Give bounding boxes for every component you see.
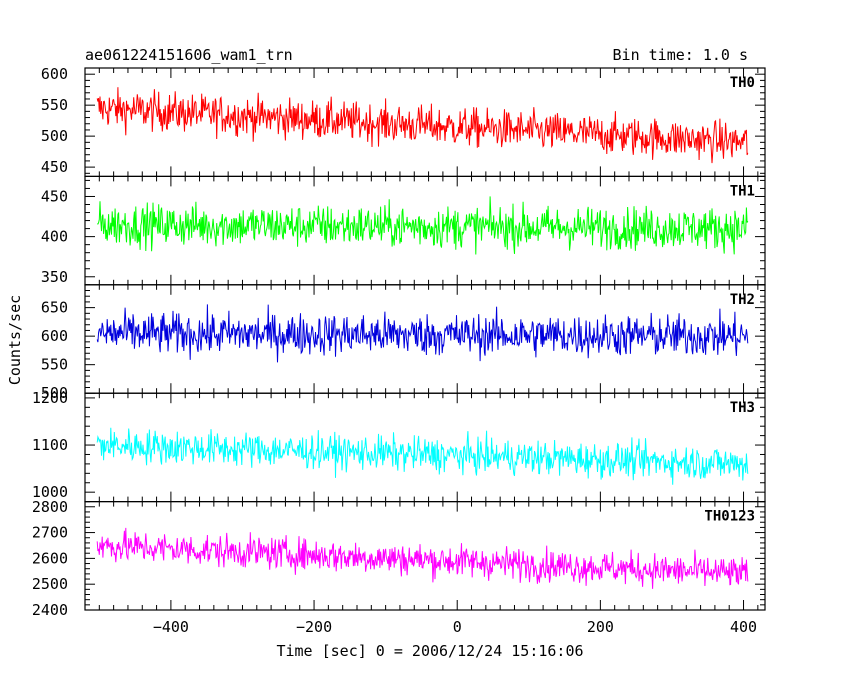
panel-th2: TH2 500 550 600 650 <box>41 284 766 402</box>
panel-label: TH0123 <box>704 509 755 525</box>
x-tick-label: 0 <box>453 618 462 636</box>
y-tick-label: 2700 <box>32 524 68 542</box>
y-tick-label: 550 <box>41 96 68 114</box>
y-tick-label: 500 <box>41 384 68 402</box>
panels-group: TH0 450 500 550 600 TH1 350 400 450 TH2 500 550 600 6… <box>32 65 766 619</box>
panel-th0123: TH0123 2400 2500 2600 2700 2800 <box>32 498 766 619</box>
panel-th3: TH3 1000 1100 1200 <box>32 389 766 503</box>
x-tick-label: −200 <box>296 618 332 636</box>
x-axis: −400 −200 0 200 400 <box>153 618 757 636</box>
x-tick-label: 200 <box>587 618 614 636</box>
y-tick-label: 600 <box>41 327 68 345</box>
y-tick-label: 2600 <box>32 549 68 567</box>
y-tick-label: 1000 <box>32 483 68 501</box>
y-tick-label: 1100 <box>32 436 68 454</box>
series-th2 <box>96 304 749 363</box>
series-th1 <box>97 196 749 255</box>
y-tick-label: 650 <box>41 299 68 317</box>
y-tick-label: 550 <box>41 356 68 374</box>
panel-frame <box>84 501 766 611</box>
x-tick-label: −400 <box>153 618 189 636</box>
bin-time-label: Bin time: 1.0 s <box>613 46 748 64</box>
panel-label: TH2 <box>730 292 755 308</box>
panel-th1: TH1 350 400 450 <box>41 175 766 286</box>
y-axis-label: Counts/sec <box>6 295 24 385</box>
x-tick-label: 400 <box>730 618 757 636</box>
series-th0123 <box>96 527 749 589</box>
y-tick-label: 2800 <box>32 498 68 516</box>
panel-label: TH1 <box>730 183 755 199</box>
y-tick-label: 350 <box>41 268 68 286</box>
y-tick-label: 450 <box>41 158 68 176</box>
series-th3 <box>96 427 749 485</box>
y-tick-label: 450 <box>41 187 68 205</box>
y-tick-label: 600 <box>41 65 68 83</box>
panel-label: TH3 <box>730 400 755 416</box>
y-tick-label: 500 <box>41 127 68 145</box>
y-tick-label: 1200 <box>32 389 68 407</box>
x-axis-label: Time [sec] 0 = 2006/12/24 15:16:06 <box>276 642 583 660</box>
chart-title: ae061224151606_wam1_trn <box>85 46 293 64</box>
y-tick-label: 2400 <box>32 601 68 619</box>
y-tick-label: 2500 <box>32 575 68 593</box>
panel-th0: TH0 450 500 550 600 <box>41 65 766 178</box>
series-th0 <box>96 87 749 164</box>
panel-label: TH0 <box>730 75 755 91</box>
y-tick-label: 400 <box>41 228 68 246</box>
